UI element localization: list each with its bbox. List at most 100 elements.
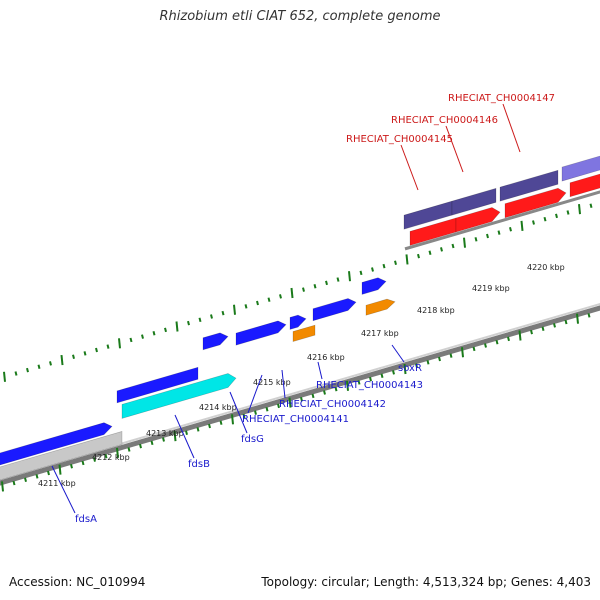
ruler-label: 4211 kbp: [38, 479, 76, 488]
gene-label: RHECIAT_CH0004141: [242, 414, 349, 425]
tick-mark: [336, 277, 340, 282]
lower-tick-row: [1, 313, 591, 492]
tick-mark: [405, 254, 409, 265]
tick-mark: [426, 360, 430, 365]
tick-mark: [313, 284, 317, 289]
tick-mark: [210, 314, 213, 319]
tick-mark: [555, 213, 558, 219]
ruler-label: 4220 kbp: [527, 263, 565, 272]
tick-mark: [118, 338, 121, 349]
gene-next: [561, 155, 600, 182]
tick-mark: [26, 367, 29, 373]
gene-label: RHECIAT_CH0004142: [279, 399, 386, 410]
accession-text: Accession: NC_010994: [9, 575, 146, 589]
tick-mark: [497, 230, 501, 235]
tick-mark: [242, 413, 246, 419]
tick-mark: [371, 267, 374, 272]
tick-mark: [1, 481, 4, 492]
tick-mark: [461, 347, 464, 358]
leader-line: [400, 144, 419, 191]
gene-cds: [312, 298, 357, 322]
leader-line: [281, 369, 286, 399]
ruler-label: 4218 kbp: [417, 306, 455, 315]
gene-label: RHECIAT_CH0004147: [448, 93, 555, 104]
tick-mark: [440, 247, 443, 252]
tick-mark: [290, 287, 294, 299]
tick-mark: [162, 437, 165, 442]
tick-mark: [106, 344, 110, 349]
gene-label: soxR: [398, 363, 422, 374]
tick-mark: [530, 329, 533, 335]
tick-mark: [185, 430, 188, 435]
ruler-label: 4213 kbp: [146, 429, 184, 438]
tick-mark: [587, 313, 591, 318]
gene-cds: [289, 314, 307, 330]
gene-cds: [116, 366, 199, 404]
tick-mark: [415, 363, 418, 368]
gene-red-4: [569, 173, 600, 198]
tick-mark: [231, 414, 234, 425]
tick-mark: [127, 447, 131, 452]
tick-mark: [474, 237, 478, 242]
tick-mark: [37, 364, 41, 370]
backbone-line: [0, 305, 600, 486]
tick-mark: [173, 431, 177, 442]
tick-mark: [302, 287, 305, 292]
tick-mark: [472, 346, 476, 352]
tick-mark: [152, 330, 156, 336]
gene-orange: [292, 324, 316, 342]
gene-label: fdsA: [75, 514, 97, 525]
upper-tick-row: [3, 203, 593, 382]
tick-mark: [164, 327, 167, 333]
leader-line: [502, 103, 521, 153]
tick-mark: [35, 474, 39, 479]
tick-mark: [323, 390, 326, 395]
tick-mark: [553, 323, 556, 328]
tick-mark: [47, 470, 50, 476]
tick-mark: [428, 250, 432, 255]
tick-mark: [95, 347, 98, 353]
tick-mark: [150, 440, 154, 446]
gene-cds: [202, 332, 229, 351]
leader-line: [247, 374, 263, 414]
tick-mark: [392, 370, 395, 375]
tick-mark: [357, 380, 361, 385]
tick-mark: [380, 373, 384, 378]
leader-line: [174, 414, 195, 459]
tick-mark: [451, 243, 455, 249]
gene-RHECIAT_CH0004146: [451, 187, 497, 216]
tick-mark: [541, 326, 545, 332]
tick-mark: [288, 397, 292, 408]
ruler-label: 4216 kbp: [307, 353, 345, 362]
tick-mark: [129, 337, 133, 343]
tick-mark: [60, 354, 64, 366]
tick-mark: [394, 260, 397, 266]
tick-mark: [93, 457, 96, 462]
tick-mark: [175, 321, 179, 332]
tick-mark: [265, 407, 269, 412]
tick-mark: [566, 210, 570, 215]
tick-mark: [83, 351, 87, 356]
gene-fdsA: [0, 422, 113, 466]
tick-mark: [311, 393, 315, 399]
tick-mark: [369, 376, 372, 382]
tick-mark: [325, 280, 328, 286]
tick-mark: [520, 220, 524, 231]
tick-mark: [543, 216, 547, 222]
ruler-label: 4217 kbp: [361, 329, 399, 338]
tick-mark: [254, 410, 257, 415]
tick-mark: [279, 294, 282, 299]
tick-mark: [417, 253, 420, 259]
tick-mark: [277, 403, 280, 409]
gene-label: fdsB: [188, 459, 210, 470]
gene-label: RHECIAT_CH0004146: [391, 115, 498, 126]
map-title: Rhizobium etli CIAT 652, complete genome: [159, 9, 441, 24]
tick-mark: [208, 423, 211, 429]
tick-mark: [495, 339, 499, 345]
tick-mark: [24, 477, 27, 482]
feature-grey: [0, 431, 123, 481]
tick-mark: [12, 480, 16, 486]
gene-label: RHECIAT_CH0004145: [346, 134, 453, 145]
tick-mark: [484, 343, 487, 348]
